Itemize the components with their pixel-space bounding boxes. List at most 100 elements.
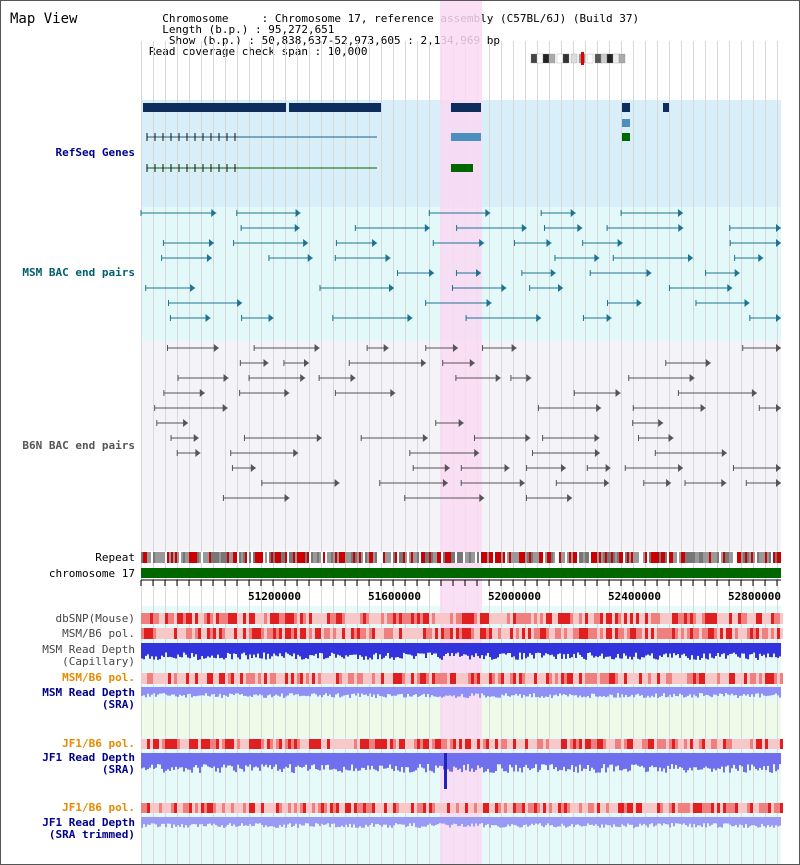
depth-bar: [575, 687, 577, 696]
depth-bar: [659, 753, 661, 768]
depth-bar: [579, 817, 581, 826]
pol-cell: [249, 673, 252, 684]
repeat-segment: [595, 552, 597, 563]
repeat-segment: [341, 552, 343, 563]
depth-bar: [703, 753, 705, 768]
depth-bar: [157, 817, 159, 828]
repeat-segment: [717, 552, 719, 563]
depth-bar: [299, 817, 301, 825]
pol-cell: [591, 739, 594, 749]
pol-cell: [333, 628, 336, 639]
pol-cell: [375, 613, 378, 624]
pol-cell: [444, 803, 447, 813]
depth-bar: [183, 643, 185, 653]
repeat-segment: [439, 552, 441, 563]
pol-cell: [408, 739, 411, 749]
depth-bar: [555, 643, 557, 659]
depth-bar: [141, 817, 143, 828]
pol-cell: [516, 613, 519, 624]
pol-cell: [423, 673, 426, 684]
repeat-segment: [637, 552, 639, 563]
depth-bar: [177, 753, 179, 770]
depth-bar: [327, 687, 329, 697]
msm-bac-pair: [389, 284, 395, 292]
depth-bar: [595, 817, 597, 825]
depth-bar: [603, 643, 605, 659]
pol-cell: [147, 673, 150, 684]
pol-cell: [489, 628, 492, 639]
depth-bar: [587, 687, 589, 697]
pol-cell: [282, 613, 285, 624]
pol-cell: [150, 673, 153, 684]
track-label-b6n-bac[interactable]: B6N BAC end pairs: [22, 439, 135, 452]
pol-cell: [780, 673, 783, 684]
pol-cell: [186, 613, 189, 624]
depth-bar: [213, 643, 215, 658]
pol-cell: [636, 803, 639, 813]
pol-cell: [189, 613, 192, 624]
repeat-segment: [775, 552, 777, 563]
repeat-segment: [371, 552, 373, 563]
depth-bar: [429, 643, 431, 653]
repeat-segment: [507, 552, 509, 563]
depth-bar: [365, 687, 367, 695]
b6n-bac-pair: [420, 359, 426, 367]
pol-cell: [663, 739, 666, 749]
depth-bar: [703, 687, 705, 696]
depth-bar: [673, 753, 675, 769]
depth-bar: [763, 753, 765, 767]
repeat-segment: [545, 552, 547, 563]
depth-bar: [583, 687, 585, 697]
track-label-msm-bac[interactable]: MSM BAC end pairs: [22, 266, 135, 279]
depth-bar: [467, 753, 469, 765]
depth-bar: [197, 687, 199, 696]
depth-bar: [409, 817, 411, 824]
pol-cell: [297, 803, 300, 813]
depth-bar: [165, 643, 167, 653]
depth-bar: [593, 817, 595, 826]
repeat-segment: [391, 552, 393, 563]
pol-cell: [447, 673, 450, 684]
pol-cell: [369, 739, 372, 749]
depth-bar: [375, 643, 377, 654]
pol-cell: [372, 739, 375, 749]
depth-bar: [737, 643, 739, 657]
depth-bar: [649, 687, 651, 698]
pol-cell: [402, 673, 405, 684]
pol-cell: [636, 628, 639, 639]
repeat-segment: [689, 552, 691, 563]
pol-cell: [567, 613, 570, 624]
depth-bar: [445, 817, 447, 825]
pol-cell: [540, 628, 543, 639]
pol-cell: [162, 673, 165, 684]
repeat-segment: [193, 552, 195, 563]
repeat-segment: [349, 552, 351, 563]
depth-bar: [279, 817, 281, 825]
depth-bar: [457, 643, 459, 653]
depth-bar: [451, 687, 453, 697]
depth-bar: [197, 753, 199, 768]
pol-cell: [588, 739, 591, 749]
pol-cell: [618, 739, 621, 749]
msm-bac-pair: [501, 284, 507, 292]
track-label-refseq[interactable]: RefSeq Genes: [55, 146, 135, 159]
depth-bar: [461, 753, 463, 773]
depth-bar: [151, 643, 153, 657]
depth-bar: [573, 643, 575, 654]
depth-bar: [269, 753, 271, 766]
depth-bar: [625, 687, 627, 695]
depth-bar: [551, 817, 553, 826]
depth-bar: [215, 753, 217, 772]
depth-bar: [559, 643, 561, 654]
depth-bar: [417, 643, 419, 654]
pol-cell: [369, 613, 372, 624]
pol-cell: [498, 628, 501, 639]
depth-bar: [739, 643, 741, 658]
depth-bar: [723, 817, 725, 824]
depth-bar: [627, 687, 629, 698]
pol-cell: [414, 673, 417, 684]
depth-bar: [363, 753, 365, 768]
depth-bar: [637, 687, 639, 694]
pol-cell: [276, 739, 279, 749]
